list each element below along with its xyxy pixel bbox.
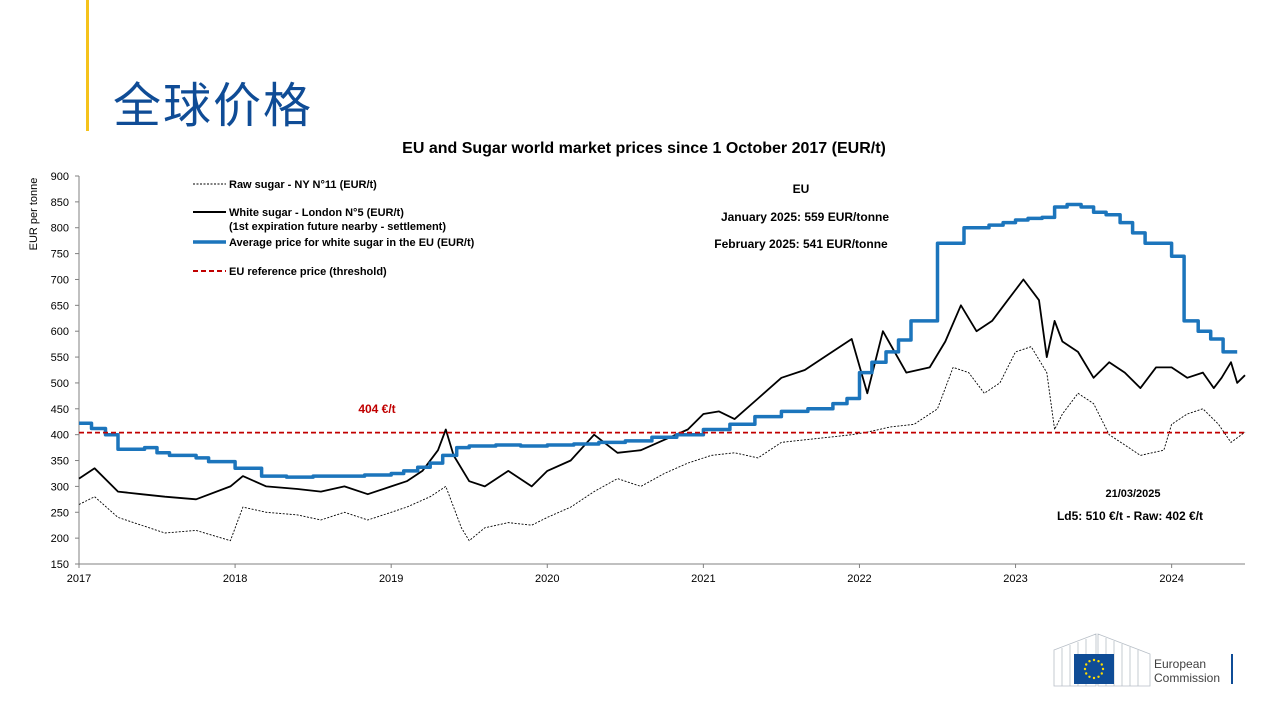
eu-star bbox=[1097, 660, 1100, 663]
eu-annotation-heading: EU bbox=[793, 182, 810, 196]
y-tick-label: 350 bbox=[51, 456, 69, 468]
eu-star bbox=[1083, 667, 1087, 671]
eu-star bbox=[1092, 676, 1096, 680]
plot-area: 150 200 250 300 350 400 450 500 550 600 650 700 750 8… bbox=[51, 171, 1246, 585]
legend-label-white: White sugar - London N°5 (EUR/t) bbox=[229, 207, 404, 219]
x-tick-label: 2020 bbox=[535, 573, 559, 585]
legend-label-threshold: EU reference price (threshold) bbox=[229, 266, 387, 278]
y-tick-label: 250 bbox=[51, 507, 69, 519]
y-tick-label: 550 bbox=[51, 352, 69, 364]
series-line-eu-average bbox=[79, 202, 1238, 479]
annotations: 404 €/t EU January 2025: 559 EUR/tonne F… bbox=[358, 182, 1203, 523]
eu-annotation-january: January 2025: 559 EUR/tonne bbox=[721, 210, 889, 224]
legend: Raw sugar - NY N°11 (EUR/t) White sugar … bbox=[193, 179, 475, 278]
y-tick-label: 850 bbox=[51, 197, 69, 209]
y-tick-label: 600 bbox=[51, 326, 69, 338]
eu-stars-icon bbox=[1083, 658, 1105, 680]
eu-annotation-february: February 2025: 541 EUR/tonne bbox=[714, 237, 888, 251]
threshold-annotation: 404 €/t bbox=[358, 402, 395, 416]
y-tick-label: 750 bbox=[51, 249, 69, 261]
latest-values-annotation: Ld5: 510 €/t - Raw: 402 €/t bbox=[1057, 509, 1203, 523]
legend-label-white-sub: (1st expiration future nearby - settleme… bbox=[229, 221, 446, 233]
x-tick-label: 2024 bbox=[1159, 573, 1183, 585]
chart-title: EU and Sugar world market prices since 1… bbox=[402, 140, 886, 157]
eu-star bbox=[1101, 667, 1105, 671]
eu-flag-icon bbox=[1074, 654, 1114, 684]
ec-wordmark-line2: Commission bbox=[1154, 671, 1221, 685]
x-tick-label: 2019 bbox=[379, 573, 403, 585]
ec-wordmark: European Commission bbox=[1154, 657, 1220, 685]
series-line-white-sugar bbox=[78, 278, 1246, 501]
ec-divider bbox=[1231, 654, 1233, 684]
y-tick-label: 900 bbox=[51, 171, 69, 183]
y-axis-label: EUR per tonne bbox=[28, 178, 40, 251]
y-tick-label: 800 bbox=[51, 223, 69, 235]
slide-title: 全球价格 bbox=[113, 78, 314, 134]
series-layer bbox=[78, 202, 1246, 542]
y-tick-label: 650 bbox=[51, 300, 69, 312]
series-line-raw-sugar bbox=[78, 346, 1246, 542]
eu-star bbox=[1088, 675, 1091, 678]
legend-label-eu-avg: Average price for white sugar in the EU … bbox=[229, 237, 475, 249]
eu-star bbox=[1100, 663, 1103, 666]
eu-star bbox=[1100, 672, 1103, 675]
x-tick-label: 2018 bbox=[223, 573, 247, 585]
x-ticks: 2017 2018 2019 2020 2021 2022 2023 2024 bbox=[67, 564, 1184, 585]
ec-wordmark-line1: European bbox=[1154, 657, 1207, 671]
x-tick-label: 2022 bbox=[847, 573, 871, 585]
x-tick-label: 2023 bbox=[1003, 573, 1027, 585]
eu-star bbox=[1097, 675, 1100, 678]
y-tick-label: 500 bbox=[51, 378, 69, 390]
y-tick-label: 300 bbox=[51, 481, 69, 493]
eu-star bbox=[1088, 660, 1091, 663]
european-commission-logo bbox=[1053, 633, 1151, 687]
date-annotation: 21/03/2025 bbox=[1105, 488, 1160, 500]
accent-bar bbox=[86, 0, 89, 131]
eu-star bbox=[1085, 663, 1088, 666]
y-tick-label: 200 bbox=[51, 533, 69, 545]
eu-star bbox=[1092, 658, 1096, 662]
y-tick-label: 700 bbox=[51, 274, 69, 286]
y-ticks: 150 200 250 300 350 400 450 500 550 600 650 700 750 8… bbox=[51, 171, 79, 571]
legend-label-raw: Raw sugar - NY N°11 (EUR/t) bbox=[229, 179, 377, 191]
x-tick-label: 2021 bbox=[691, 573, 715, 585]
y-tick-label: 450 bbox=[51, 404, 69, 416]
eu-star bbox=[1085, 672, 1088, 675]
x-tick-label: 2017 bbox=[67, 573, 91, 585]
y-tick-label: 400 bbox=[51, 430, 69, 442]
y-tick-label: 150 bbox=[51, 559, 69, 571]
